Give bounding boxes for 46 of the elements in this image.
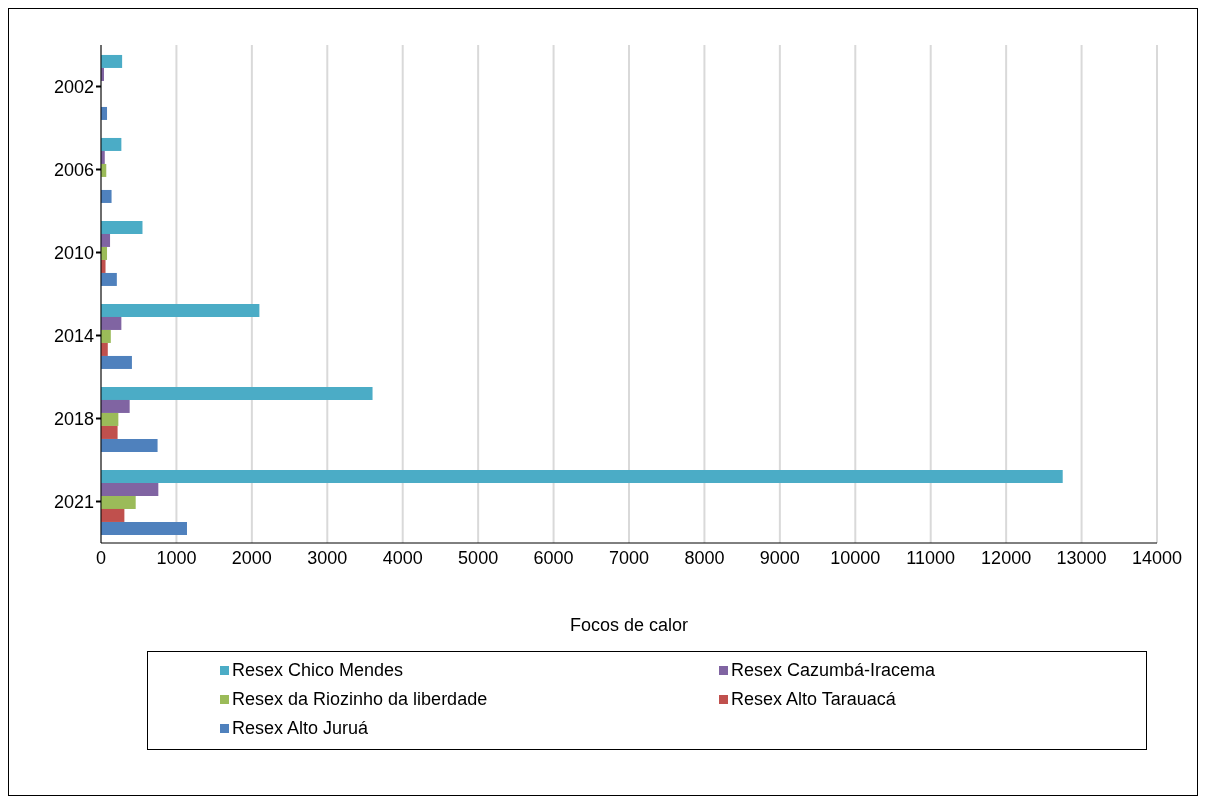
bar <box>101 54 123 68</box>
y-tick-label: 2018 <box>53 408 94 429</box>
bar <box>101 469 1063 483</box>
y-tick-label: 2021 <box>53 491 94 512</box>
x-tick-label: 10000 <box>830 547 881 568</box>
legend-label: Resex da Riozinho da liberdade <box>232 689 488 710</box>
bar <box>101 438 158 452</box>
y-tick-label: 2006 <box>53 159 94 180</box>
bar <box>101 412 119 426</box>
x-tick-label: 0 <box>95 547 107 568</box>
x-tick-label: 2000 <box>231 547 272 568</box>
y-tick-label: 2014 <box>53 325 94 346</box>
bar <box>101 189 112 203</box>
bar <box>101 220 143 234</box>
legend-label: Resex Alto Juruá <box>232 718 369 739</box>
bar <box>101 355 132 369</box>
bar <box>101 399 130 413</box>
bar <box>101 137 122 151</box>
bar <box>101 272 117 286</box>
x-tick-label: 12000 <box>981 547 1032 568</box>
bar <box>101 303 260 317</box>
x-tick-label: 5000 <box>458 547 499 568</box>
bar <box>101 425 118 439</box>
bar <box>101 521 187 535</box>
x-tick-label: 14000 <box>1131 547 1183 568</box>
legend-label: Resex Chico Mendes <box>232 660 404 681</box>
x-tick-label: 4000 <box>382 547 423 568</box>
x-tick-label: 7000 <box>608 547 650 568</box>
bar <box>101 482 159 496</box>
x-tick-label: 6000 <box>533 547 574 568</box>
bar <box>101 495 136 509</box>
legend-label: Resex Alto Tarauacá <box>731 689 896 710</box>
bar <box>101 329 111 343</box>
x-tick-label: 13000 <box>1056 547 1107 568</box>
x-tick-label: 9000 <box>759 547 800 568</box>
legend-label: Resex Cazumbá-Iracema <box>731 660 936 681</box>
x-tick-label: 3000 <box>307 547 348 568</box>
bar <box>101 386 373 400</box>
bar <box>101 316 122 330</box>
bar <box>101 508 125 522</box>
x-tick-label: 11000 <box>906 547 956 568</box>
x-axis-title: Focos de calor <box>569 615 689 635</box>
y-tick-label: 2002 <box>53 76 94 97</box>
x-tick-label: 1000 <box>156 547 197 568</box>
y-tick-label: 2010 <box>53 242 94 263</box>
x-tick-label: 8000 <box>684 547 725 568</box>
